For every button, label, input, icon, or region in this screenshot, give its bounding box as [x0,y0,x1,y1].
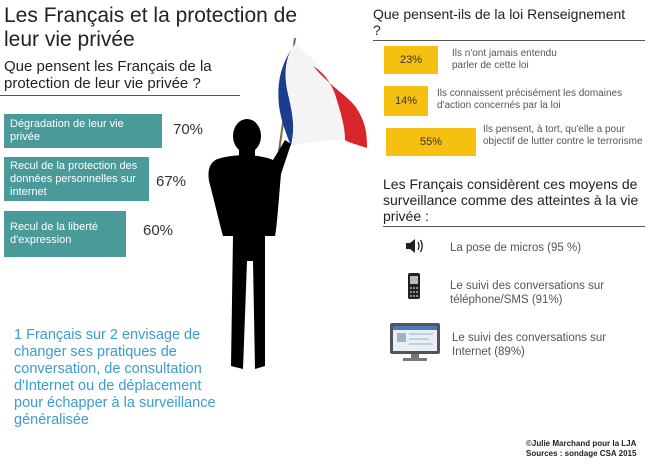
law-pct-box: 23% [384,46,438,74]
french-flag-icon [278,44,367,148]
highlight-text: 1 Français sur 2 envisage de changer ses… [14,327,216,428]
law-pct: 14% [394,95,418,107]
bar-label: Recul de la protection des données perso… [10,159,138,198]
law-text: Ils n'ont jamais entendu parler de cette… [452,48,557,71]
bar-pct: 60% [143,222,174,239]
man-silhouette-icon [208,119,291,369]
law-text: Ils connaissent précisément les domaines… [437,88,623,111]
mobile-phone-icon [408,273,420,299]
surveillance-text: Le suivi des conversations sur Internet … [452,332,607,358]
speaker-icon [406,239,423,253]
surveillance-divider [383,226,645,227]
law-divider [373,40,645,41]
law-pct: 23% [399,54,423,66]
surveillance-text: La pose de micros (95 %) [450,242,582,254]
law-pct: 55% [419,136,443,148]
bar-pct: 70% [173,121,204,138]
law-text: Ils pensent, à tort, qu'elle a pour obje… [483,124,643,147]
left-divider [0,95,240,96]
page-title: Les Français et la protection de leur vi… [4,4,297,51]
bar-data-protection: Recul de la protection des données perso… [4,157,149,201]
surveillance-question: Les Français considèrent ces moyens de s… [383,176,639,224]
credit: ©Julie Marchand pour la LJA Sources : so… [526,439,656,459]
left-question: Que pensent les Français de la protectio… [4,58,212,92]
bar-degradation: Dégradation de leur vie privée [4,114,162,148]
surveillance-text: Le suivi des conversations sur téléphone… [450,280,605,306]
credit-author: ©Julie Marchand pour la LJA [526,439,637,448]
law-pct-box: 55% [386,128,476,156]
law-pct-box: 14% [384,86,428,116]
law-question: Que pensent-ils de la loi Renseignement … [373,6,626,38]
bar-free-speech: Recul de la liberté d'expression [4,211,126,257]
bar-pct: 67% [156,173,187,190]
bar-label: Recul de la liberté d'expression [10,221,99,246]
silhouette-with-flag-illustration [208,37,367,369]
bar-label: Dégradation de leur vie privée [10,118,124,143]
credit-source: Sources : sondage CSA 2015 [526,449,637,458]
monitor-icon [390,323,440,361]
